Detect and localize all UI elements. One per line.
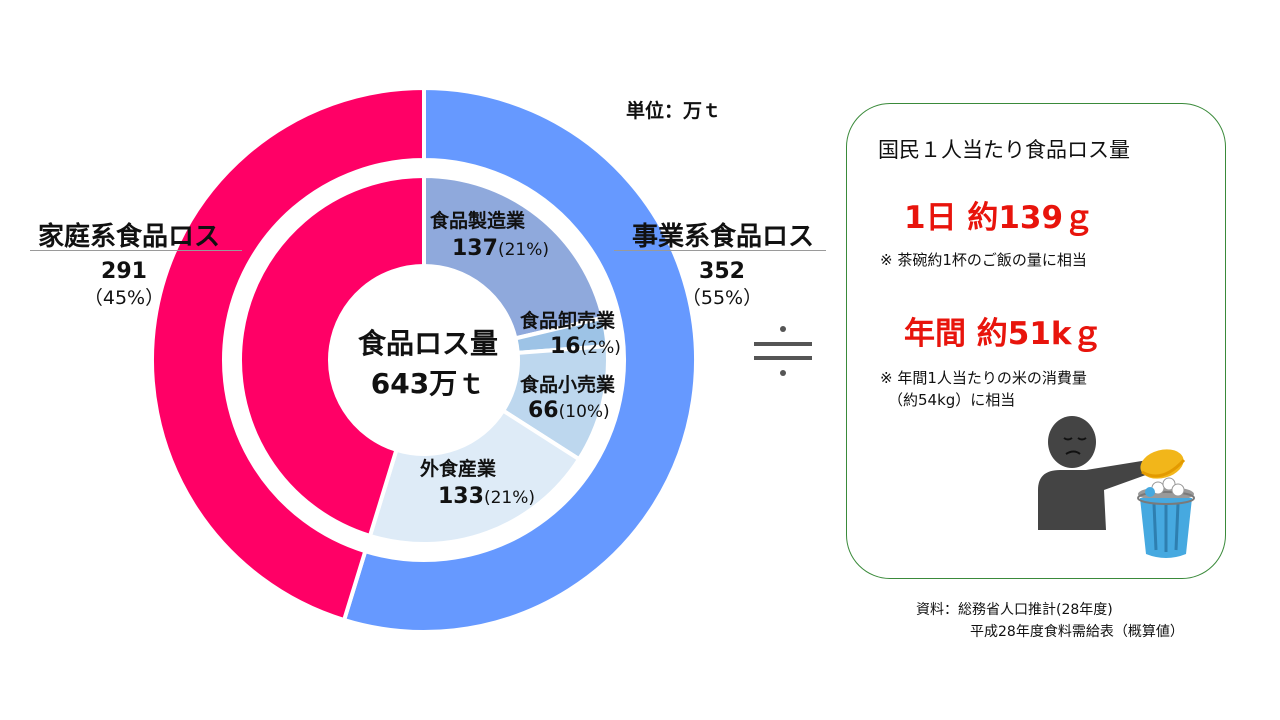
per-capita-panel [846,103,1226,579]
unit-label: 単位：万ｔ [626,100,722,122]
yearly-note-line1: ※ 年間1人当たりの米の消費量 [880,369,1087,387]
segment-label-manufacturing: 食品製造業 [430,210,526,232]
center-title: 食品ロス量 [357,327,498,360]
outer-ring-slice-0 [341,85,698,634]
approx-equal-symbol [754,326,812,378]
segment-label-food-service: 外食産業 [420,458,497,480]
business-loss-title: 事業系食品ロス [632,222,815,252]
household-title-underline [30,250,242,251]
donut-hole [330,266,518,454]
segment-label-retail: 食品小売業 [520,374,616,396]
segment-label-wholesale: 食品卸売業 [520,310,616,332]
yearly-amount: 年間 約51kｇ [904,316,1103,352]
source-line1: 資料：総務省人口推計(28年度) [916,602,1113,618]
household-loss-percent: （45%） [83,287,165,309]
business-loss-percent: （55%） [681,287,763,309]
daily-note: ※ 茶碗約1杯のご飯の量に相当 [880,251,1087,269]
center-total: 643万ｔ [370,367,486,400]
daily-amount: 1日 約139ｇ [904,200,1095,236]
household-loss-title: 家庭系食品ロス [38,222,221,252]
outer-ring-slice-1 [150,85,426,623]
segment-value-wholesale: 16(2%) [550,334,621,359]
yearly-note-line2: （約54kg）に相当 [888,391,1016,409]
segment-value-retail: 66(10%) [528,398,610,423]
business-title-underline [614,250,826,251]
segment-value-food-service: 133(21%) [438,484,535,509]
business-loss-value: 352 [699,259,745,284]
food-loss-donut-chart [150,85,698,634]
panel-title: 国民１人当たり食品ロス量 [878,138,1130,162]
segment-value-manufacturing: 137(21%) [452,236,549,261]
household-loss-value: 291 [101,259,147,284]
source-line2: 平成28年度食料需給表（概算値） [970,624,1184,640]
person-throwing-rice-into-trash-icon [1038,416,1195,558]
